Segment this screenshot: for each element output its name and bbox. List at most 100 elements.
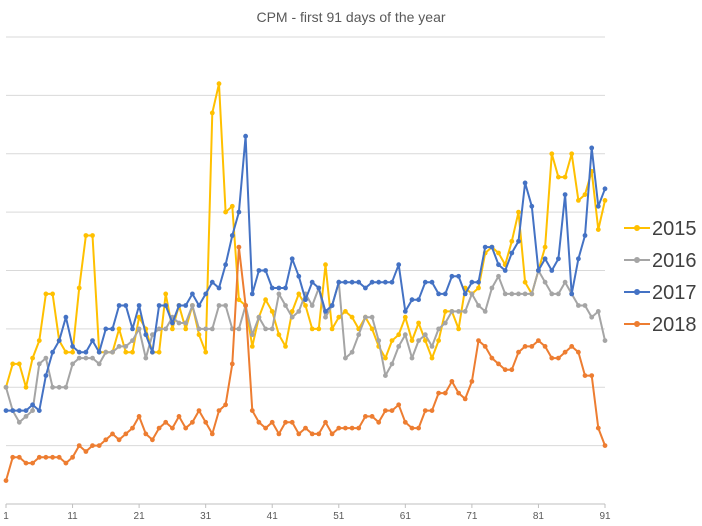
data-point (595, 309, 601, 314)
data-point (203, 291, 209, 297)
data-point (416, 338, 421, 343)
data-point (283, 344, 288, 349)
data-point (263, 326, 268, 332)
data-point (209, 431, 215, 437)
data-point (542, 256, 548, 262)
data-point (409, 425, 415, 431)
data-point (90, 355, 95, 361)
data-point (296, 291, 302, 297)
data-point (562, 192, 568, 198)
data-point (303, 303, 308, 308)
data-point (329, 431, 335, 437)
data-point (556, 355, 561, 361)
data-point (316, 326, 322, 332)
data-point (416, 320, 421, 326)
series-2016 (3, 268, 608, 425)
data-point (369, 326, 375, 332)
data-point (329, 326, 335, 332)
data-point (383, 355, 388, 361)
data-point (576, 198, 581, 203)
data-point (229, 361, 235, 367)
data-point (223, 262, 229, 268)
x-tick-label: 1 (3, 511, 9, 522)
data-point (489, 285, 495, 291)
data-point (36, 454, 42, 460)
data-point (309, 303, 315, 308)
data-point (70, 349, 75, 355)
data-point (183, 425, 189, 431)
data-point (363, 414, 368, 419)
data-point (462, 309, 468, 314)
legend: 2015 2016 2017 2018 (624, 218, 697, 336)
data-point (190, 419, 195, 425)
data-point (256, 314, 262, 320)
data-point (136, 414, 142, 419)
x-tick-label: 41 (267, 511, 279, 522)
data-point (209, 326, 215, 332)
data-point (289, 314, 295, 320)
data-point (409, 297, 415, 303)
data-point (569, 344, 575, 349)
data-point (269, 419, 275, 425)
data-point (176, 303, 182, 308)
legend-label: 2017 (652, 282, 697, 304)
data-point (562, 279, 568, 285)
data-point (10, 454, 16, 460)
legend-item-2017: 2017 (624, 282, 697, 304)
data-point (396, 262, 402, 268)
data-point (209, 279, 215, 285)
data-point (63, 349, 69, 355)
data-point (36, 338, 42, 343)
data-point (190, 303, 195, 308)
data-point (449, 273, 455, 279)
data-point (582, 303, 588, 308)
data-point (56, 454, 62, 460)
series-2017 (3, 133, 608, 413)
data-point (216, 408, 222, 413)
x-tick-label: 11 (67, 511, 78, 522)
data-point (183, 320, 189, 326)
data-point (123, 431, 129, 437)
data-point (83, 233, 89, 238)
data-point (43, 454, 49, 460)
data-point (476, 338, 481, 343)
data-point (582, 373, 588, 378)
data-point (383, 373, 388, 378)
data-point (509, 250, 515, 256)
data-point (276, 285, 282, 291)
data-point (216, 303, 222, 308)
data-point (369, 414, 375, 419)
data-point (136, 314, 142, 320)
data-point (516, 238, 521, 244)
data-point (130, 326, 135, 332)
data-point (123, 344, 129, 349)
data-point (323, 419, 328, 425)
data-point (396, 344, 402, 349)
data-point (589, 314, 595, 320)
data-point (269, 309, 275, 314)
data-point (556, 174, 561, 180)
data-point (229, 203, 235, 209)
data-point (43, 373, 49, 378)
data-point (263, 425, 268, 431)
data-point (170, 425, 175, 431)
data-point (536, 268, 541, 273)
data-point (23, 460, 29, 466)
data-point (349, 425, 355, 431)
data-point (409, 355, 415, 361)
data-point (436, 291, 441, 297)
data-point (496, 262, 501, 268)
data-point (482, 344, 488, 349)
legend-label: 2015 (652, 218, 697, 240)
x-tick-label: 51 (333, 511, 345, 522)
data-point (3, 384, 9, 390)
data-point (589, 145, 595, 151)
data-point (183, 303, 189, 308)
data-point (529, 203, 535, 209)
data-point (323, 309, 328, 314)
series-2018 (3, 244, 608, 483)
data-point (123, 349, 129, 355)
data-point (336, 314, 342, 320)
data-point (542, 279, 548, 285)
data-point (16, 361, 22, 367)
